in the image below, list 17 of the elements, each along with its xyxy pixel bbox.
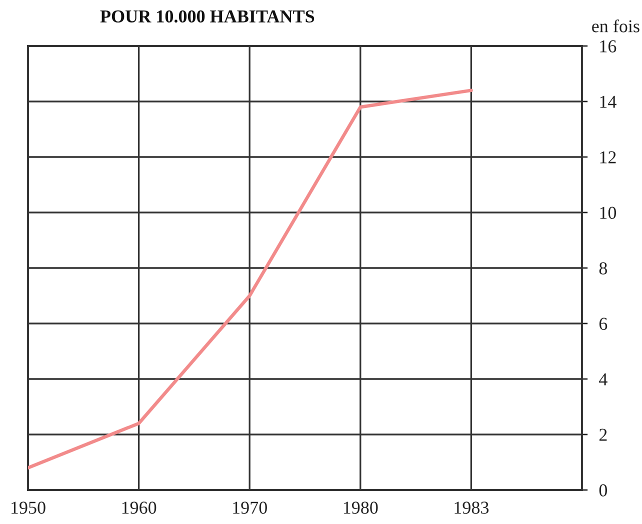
y-tick-label: 4 xyxy=(599,373,608,386)
y-tick-label: 16 xyxy=(600,40,616,52)
y-tick-label: 0 xyxy=(599,484,608,496)
x-tick-label: 1960 xyxy=(122,502,156,514)
x-tick-label: 1980 xyxy=(344,502,378,514)
x-tick-label: 1950 xyxy=(12,502,46,514)
y-tick-label: 14 xyxy=(600,96,616,108)
line-series xyxy=(28,88,473,470)
y-tick-label: 6 xyxy=(599,318,608,330)
chart-title: POUR 10.000 HABITANTS xyxy=(100,10,314,23)
x-tick-label: 1983 xyxy=(454,502,489,514)
y-tick-label: 2 xyxy=(599,428,607,441)
y-tick-label: 10 xyxy=(600,206,616,219)
y-tick-label: 12 xyxy=(600,151,616,164)
y-axis-title: en fois xyxy=(592,19,640,32)
x-tick-label: 1970 xyxy=(233,502,267,514)
y-tick-label: 8 xyxy=(599,262,608,274)
